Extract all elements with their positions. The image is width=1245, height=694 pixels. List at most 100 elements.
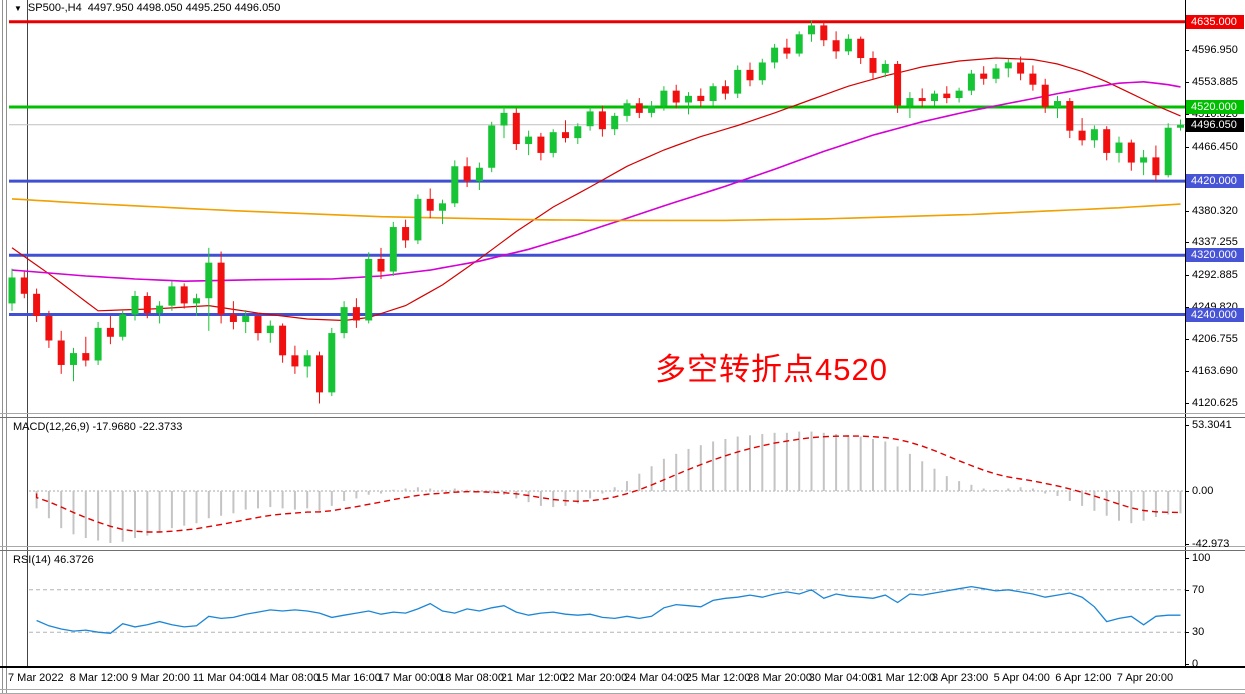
macd-histogram-bar [650, 466, 653, 491]
time-axis-label: 31 Mar 12:00 [870, 672, 936, 684]
macd-histogram-bar [970, 484, 973, 491]
candle-body [451, 166, 459, 204]
macd-histogram-bar [195, 491, 198, 524]
candle-body [242, 316, 250, 322]
price-axis-tick [1185, 146, 1189, 148]
macd-histogram-bar [490, 491, 493, 494]
price-axis-tick [1185, 371, 1189, 373]
macd-histogram-bar [601, 491, 604, 494]
candle-body [697, 95, 705, 102]
price-level-badge: 4420.000 [1186, 174, 1244, 189]
macd-histogram-bar [798, 431, 801, 491]
candle-body [8, 277, 16, 304]
macd-signal-line [35, 435, 1181, 533]
panel-separator-1[interactable] [0, 413, 1245, 414]
macd-histogram-bar [1019, 487, 1022, 491]
rsi-axis-label: 0 [1192, 658, 1199, 670]
macd-histogram-bar [736, 436, 739, 491]
price-level-badge: 4635.000 [1186, 14, 1244, 29]
macd-histogram-bar [908, 453, 911, 491]
candle-body [1054, 101, 1061, 107]
time-axis-label: 17 Mar 00:00 [377, 672, 443, 684]
candle-body [57, 340, 65, 365]
panel-separator-2[interactable] [0, 546, 1245, 547]
rsi-axis-tick [1185, 664, 1189, 665]
candle-body [918, 98, 926, 102]
price-level-badge: 4520.000 [1186, 99, 1244, 114]
macd-histogram-bar [318, 491, 321, 511]
price-level-badge: 4320.000 [1186, 248, 1244, 263]
candle-body [635, 103, 643, 113]
plot-left-border [27, 0, 28, 666]
macd-histogram-bar [576, 491, 579, 504]
macd-histogram-bar [1105, 491, 1108, 516]
macd-histogram-bar [146, 491, 149, 536]
time-axis-border [0, 666, 1245, 668]
price-axis-tick [1185, 49, 1189, 51]
rsi-axis-label: 30 [1192, 626, 1205, 639]
macd-histogram-bar [539, 491, 542, 506]
macd-histogram-bar [183, 491, 186, 526]
candle-body [1177, 124, 1184, 128]
panel-separator-2b [0, 550, 1245, 551]
macd-histogram-bar [1179, 491, 1182, 514]
macd-histogram-bar [355, 491, 358, 499]
price-axis-label: 4596.950 [1192, 43, 1238, 56]
macd-histogram-bar [872, 439, 874, 491]
macd-histogram-bar [232, 491, 235, 514]
price-axis-tick [1185, 242, 1189, 244]
candle-body [808, 25, 815, 35]
macd-histogram-bar [749, 435, 751, 491]
candle-body [746, 69, 754, 81]
price-axis-label: 4206.755 [1192, 333, 1238, 346]
macd-histogram-bar [97, 491, 100, 541]
candle-body [783, 47, 791, 54]
macd-histogram-bar [1167, 491, 1170, 515]
price-axis-label: 4292.885 [1192, 269, 1238, 282]
candle-body [328, 333, 336, 393]
candle-body [931, 93, 938, 102]
current-price-badge: 4496.050 [1186, 117, 1244, 132]
candle-body [402, 227, 410, 241]
price-axis-label: 4163.690 [1192, 365, 1238, 378]
macd-label: MACD(12,26,9) -17.9680 -22.3733 [13, 421, 183, 433]
time-axis-label: 22 Mar 20:00 [562, 672, 628, 684]
candle-body [365, 258, 373, 321]
candle-body [1017, 62, 1025, 74]
candle-body [303, 355, 311, 367]
macd-histogram-bar [281, 491, 284, 509]
macd-axis-label: 53.3041 [1192, 419, 1232, 431]
candle-body [955, 90, 963, 99]
macd-histogram-bar [121, 491, 124, 542]
candle-body [463, 166, 471, 182]
candle-body [734, 69, 742, 94]
macd-histogram-bar [293, 491, 296, 510]
macd-histogram-bar [1081, 491, 1084, 506]
candle-body [943, 93, 951, 99]
candle-body [291, 355, 299, 367]
macd-histogram-bar [884, 441, 887, 491]
candle-body [389, 227, 397, 272]
candle-body [352, 307, 360, 321]
macd-histogram-bar [380, 491, 382, 494]
macd-histogram-bar [404, 488, 407, 491]
candle-body [586, 111, 594, 127]
window-left-border-inner [6, 0, 7, 694]
candle-body [562, 132, 569, 139]
rsi-label: RSI(14) 46.3726 [13, 554, 94, 566]
candle-body [1078, 130, 1086, 141]
rsi-axis-label: 70 [1192, 583, 1205, 596]
price-axis-border [1185, 0, 1186, 668]
candle-body [279, 325, 287, 356]
candle-body [611, 115, 619, 130]
time-axis-label: 5 Apr 04:00 [993, 672, 1050, 684]
candle-body [94, 327, 102, 361]
candle-body [229, 314, 237, 322]
candle-body [1140, 157, 1148, 163]
annotation-text[interactable]: 多空转折点4520 [655, 352, 888, 387]
macd-histogram-bar [1056, 491, 1059, 496]
time-axis-label: 11 Mar 04:00 [192, 672, 257, 684]
chart-canvas[interactable] [0, 0, 1185, 666]
macd-histogram-bar [527, 491, 530, 503]
